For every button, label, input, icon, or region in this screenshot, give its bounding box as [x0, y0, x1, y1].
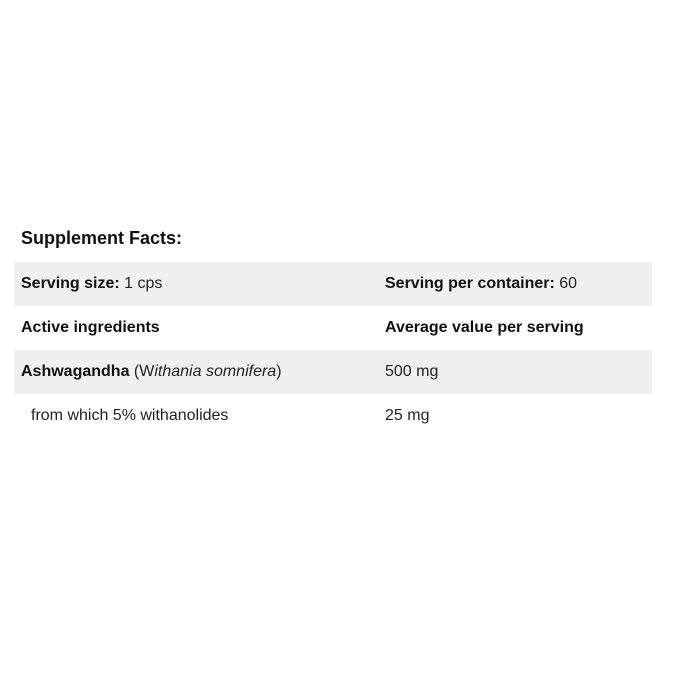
table-row: from which 5% withanolides 25 mg [14, 394, 652, 438]
ingredient-name: from which 5% withanolides [31, 407, 229, 424]
table-row: Ashwagandha (Withania somnifera) 500 mg [14, 350, 652, 394]
ingredient-name: Ashwagandha (Withania somnifera) [21, 363, 282, 380]
header-row: Active ingredients Average value per ser… [14, 306, 652, 350]
supplement-facts-table: Serving size: 1 cps Serving per containe… [14, 262, 652, 438]
serving-size: Serving size: 1 cps [21, 275, 163, 292]
serving-row: Serving size: 1 cps Serving per containe… [14, 262, 652, 306]
ingredient-amount: 25 mg [385, 407, 430, 424]
header-active-ingredients: Active ingredients [21, 319, 160, 336]
header-average-value: Average value per serving [385, 319, 584, 336]
serving-per-container: Serving per container: 60 [385, 275, 578, 292]
ingredient-amount: 500 mg [385, 363, 439, 380]
page-title: Supplement Facts: [21, 228, 183, 248]
